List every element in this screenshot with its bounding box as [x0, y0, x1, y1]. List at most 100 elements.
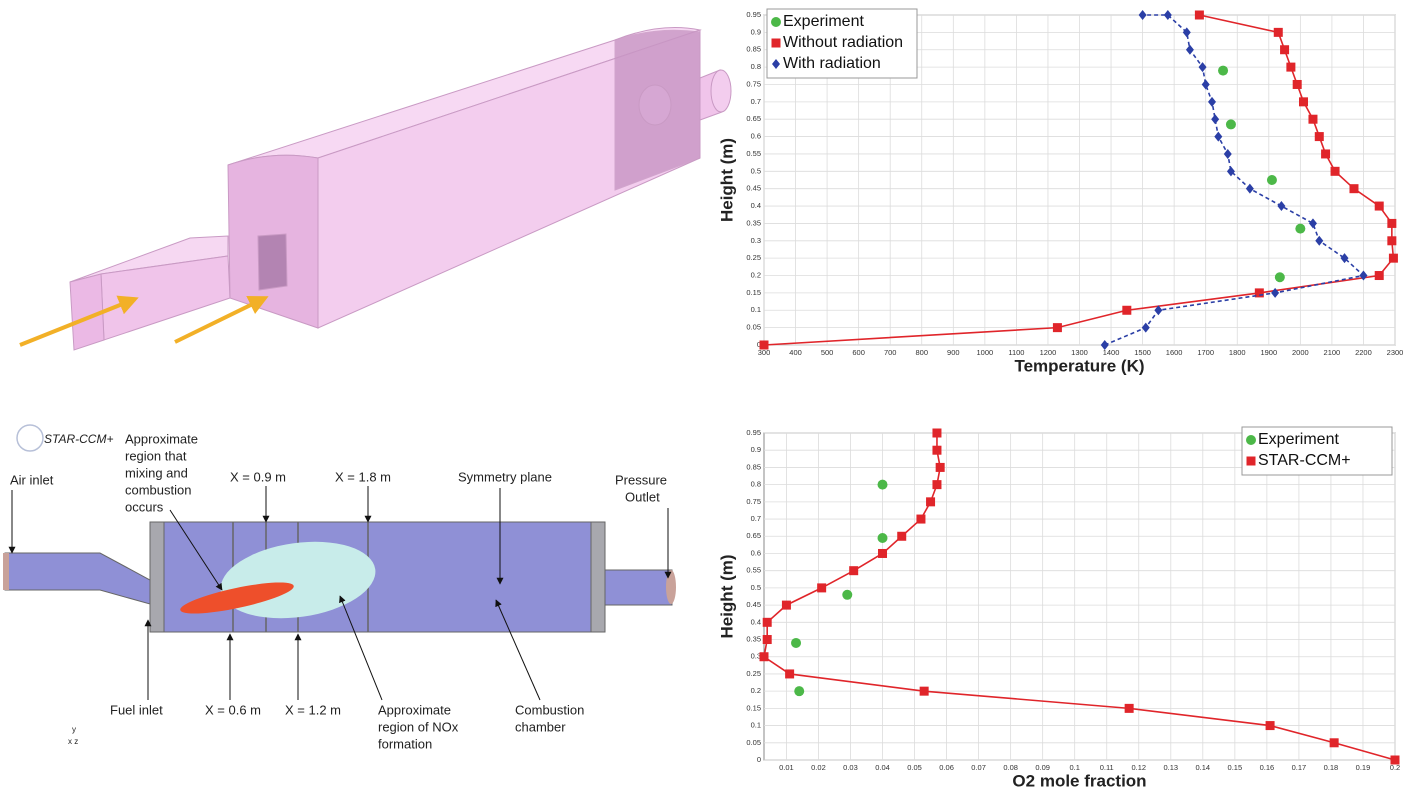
point: [1293, 80, 1302, 89]
geometry-3d: [70, 28, 731, 350]
x-tick-label: 0.06: [939, 763, 954, 772]
point: [1267, 175, 1277, 185]
point: [842, 590, 852, 600]
x-tick-label: 0.19: [1356, 763, 1371, 772]
annotation: combustion: [125, 482, 191, 497]
x-tick-label: 0.03: [843, 763, 858, 772]
point: [1218, 66, 1228, 76]
y-tick-label: 0.8: [751, 480, 761, 489]
annotation: X = 1.8 m: [335, 469, 391, 484]
point: [1122, 306, 1131, 315]
x-tick-label: 2300: [1387, 348, 1404, 357]
y-axis-title: Height (m): [717, 138, 736, 222]
annotation: Symmetry plane: [458, 469, 552, 484]
point: [1349, 184, 1358, 193]
y-tick-label: 0.85: [746, 45, 761, 54]
annotation: occurs: [125, 499, 164, 514]
y-tick-label: 0.65: [746, 531, 761, 540]
x-tick-label: 0.02: [811, 763, 826, 772]
point: [1387, 236, 1396, 245]
point: [926, 497, 935, 506]
legend-label: STAR-CCM+: [1258, 452, 1351, 469]
y-tick-label: 0.3: [751, 236, 761, 245]
x-tick-label: 0.16: [1260, 763, 1275, 772]
point: [932, 480, 941, 489]
x-tick-label: 0.01: [779, 763, 794, 772]
y-tick-label: 0.6: [751, 132, 761, 141]
annotation: Approximate: [378, 702, 451, 717]
legend-marker: [772, 39, 781, 48]
legend-label: With radiation: [783, 55, 881, 72]
point: [1280, 45, 1289, 54]
x-tick-label: 0.13: [1163, 763, 1178, 772]
x-tick-label: 0.07: [971, 763, 986, 772]
svg-text:x z: x z: [68, 737, 78, 746]
logo: STAR-CCM+: [44, 432, 113, 446]
y-tick-label: 0.15: [746, 703, 761, 712]
point: [817, 583, 826, 592]
legend-marker: [771, 17, 781, 27]
y-tick-label: 0.05: [746, 323, 761, 332]
y-tick-label: 0.7: [751, 97, 761, 106]
point: [1274, 28, 1283, 37]
point: [794, 686, 804, 696]
point: [1375, 202, 1384, 211]
y-tick-label: 0.75: [746, 497, 761, 506]
y-tick-label: 0.45: [746, 184, 761, 193]
point: [878, 533, 888, 543]
y-tick-label: 0.65: [746, 114, 761, 123]
x-tick-label: 1700: [1197, 348, 1214, 357]
point: [936, 463, 945, 472]
point: [763, 618, 772, 627]
point: [1387, 219, 1396, 228]
y-tick-label: 0.35: [746, 218, 761, 227]
y-tick-label: 0.45: [746, 600, 761, 609]
point: [1295, 224, 1305, 234]
point: [878, 480, 888, 490]
y-tick-label: 0.5: [751, 166, 761, 175]
annotation: Combustion: [515, 702, 584, 717]
annotation: Pressure: [615, 472, 667, 487]
x-tick-label: 0.15: [1228, 763, 1243, 772]
point: [1331, 167, 1340, 176]
y-tick-label: 0.05: [746, 738, 761, 747]
point: [760, 341, 769, 350]
y-tick-label: 0.25: [746, 253, 761, 262]
y-tick-label: 0.35: [746, 635, 761, 644]
y-tick-label: 0.1: [751, 305, 761, 314]
x-axis-title: O2 mole fraction: [1012, 771, 1146, 789]
point: [849, 566, 858, 575]
x-axis-title: Temperature (K): [1014, 356, 1144, 375]
x-tick-label: 2000: [1292, 348, 1309, 357]
x-tick-label: 0.17: [1292, 763, 1307, 772]
x-tick-label: 0.18: [1324, 763, 1339, 772]
plot-area: [764, 433, 1395, 760]
x-tick-label: 0.05: [907, 763, 922, 772]
x-tick-label: 1800: [1229, 348, 1246, 357]
y-tick-label: 0.55: [746, 566, 761, 575]
annotation: Fuel inlet: [110, 702, 163, 717]
x-tick-label: 0.14: [1196, 763, 1211, 772]
y-tick-label: 0.25: [746, 669, 761, 678]
point: [785, 669, 794, 678]
y-tick-label: 0.5: [751, 583, 761, 592]
y-tick-label: 0.8: [751, 62, 761, 71]
point: [1195, 11, 1204, 20]
x-tick-label: 800: [915, 348, 928, 357]
y-tick-label: 0.2: [751, 271, 761, 280]
y-tick-label: 0.6: [751, 548, 761, 557]
legend-marker: [1246, 435, 1256, 445]
y-tick-label: 0.9: [751, 27, 761, 36]
x-tick-label: 1000: [977, 348, 994, 357]
point: [782, 601, 791, 610]
y-axis-title: Height (m): [717, 554, 736, 638]
point: [897, 532, 906, 541]
x-tick-label: 400: [789, 348, 802, 357]
legend-label: Experiment: [1258, 431, 1339, 448]
point: [920, 687, 929, 696]
svg-text:y: y: [72, 725, 76, 734]
point: [1266, 721, 1275, 730]
legend-label: Experiment: [783, 13, 864, 30]
point: [763, 635, 772, 644]
y-tick-label: 0.95: [746, 10, 761, 19]
